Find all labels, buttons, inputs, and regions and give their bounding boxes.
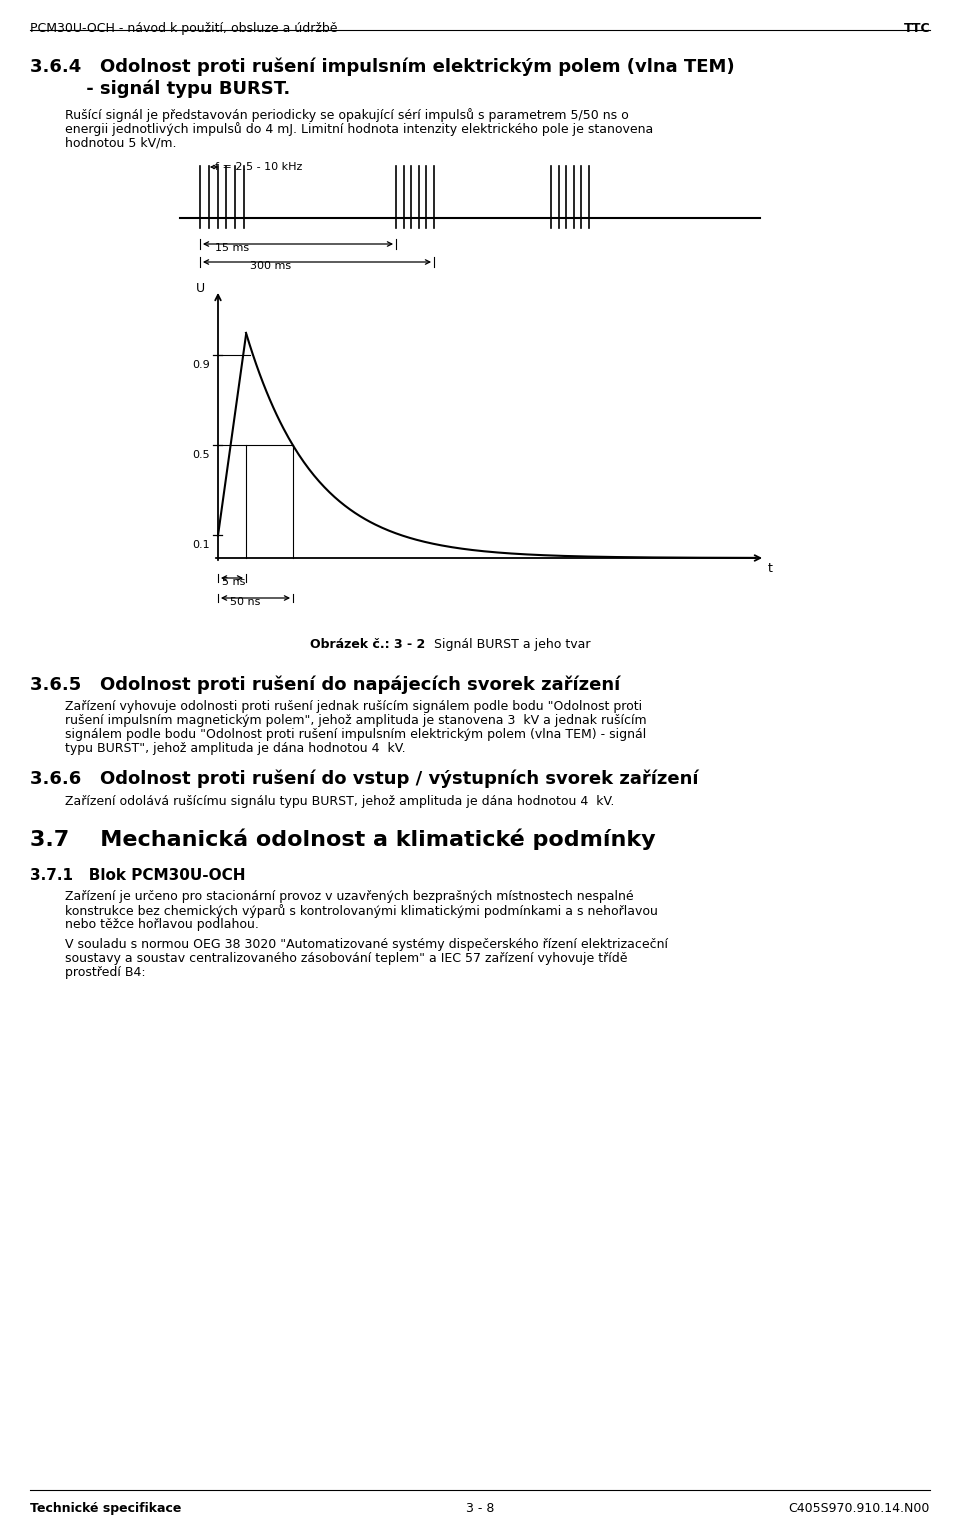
Text: Obrázek č.: 3 - 2: Obrázek č.: 3 - 2	[310, 638, 425, 651]
Text: typu BURST", jehož amplituda je dána hodnotou 4  kV.: typu BURST", jehož amplituda je dána hod…	[65, 743, 406, 755]
Text: 3 - 8: 3 - 8	[466, 1502, 494, 1514]
Text: prostředí B4:: prostředí B4:	[65, 966, 146, 979]
Text: konstrukce bez chemických výparů s kontrolovanými klimatickými podmínkami a s ne: konstrukce bez chemických výparů s kontr…	[65, 904, 658, 918]
Text: 0.9: 0.9	[192, 361, 210, 370]
Text: Signál BURST a jeho tvar: Signál BURST a jeho tvar	[430, 638, 590, 651]
Text: Zařízení vyhovuje odolnosti proti rušení jednak rušícím signálem podle bodu "Odo: Zařízení vyhovuje odolnosti proti rušení…	[65, 700, 642, 712]
Text: nebo těžce hořlavou podlahou.: nebo těžce hořlavou podlahou.	[65, 918, 259, 931]
Text: 3.6.4   Odolnost proti rušení impulsním elektrickým polem (vlna TEM): 3.6.4 Odolnost proti rušení impulsním el…	[30, 58, 734, 76]
Text: soustavy a soustav centralizovaného zásobování teplem" a IEC 57 zařízení vyhovuj: soustavy a soustav centralizovaného záso…	[65, 951, 628, 965]
Text: TTC: TTC	[903, 21, 930, 35]
Text: U: U	[196, 282, 205, 295]
Text: hodnotou 5 kV/m.: hodnotou 5 kV/m.	[65, 135, 177, 149]
Text: 3.7.1   Blok PCM30U-OCH: 3.7.1 Blok PCM30U-OCH	[30, 868, 246, 883]
Text: f = 2.5 - 10 kHz: f = 2.5 - 10 kHz	[215, 161, 302, 172]
Text: 50 ns: 50 ns	[230, 597, 260, 607]
Text: 0.1: 0.1	[192, 540, 210, 551]
Text: 300 ms: 300 ms	[250, 260, 291, 271]
Text: Technické specifikace: Technické specifikace	[30, 1502, 181, 1514]
Text: 5 ns: 5 ns	[222, 577, 246, 587]
Text: - signál typu BURST.: - signál typu BURST.	[30, 81, 290, 99]
Text: Zařízení odolává rušícímu signálu typu BURST, jehož amplituda je dána hodnotou 4: Zařízení odolává rušícímu signálu typu B…	[65, 794, 614, 808]
Text: 3.6.5   Odolnost proti rušení do napájecích svorek zařízení: 3.6.5 Odolnost proti rušení do napájecíc…	[30, 674, 620, 694]
Text: PCM30U-OCH - návod k použití, obsluze a údržbě: PCM30U-OCH - návod k použití, obsluze a …	[30, 21, 338, 35]
Text: 0.5: 0.5	[192, 451, 210, 461]
Text: 15 ms: 15 ms	[215, 244, 250, 253]
Text: rušení impulsním magnetickým polem", jehož amplituda je stanovena 3  kV a jednak: rušení impulsním magnetickým polem", jeh…	[65, 714, 647, 728]
Text: Rušící signál je představován periodicky se opakující sérí impulsů s parametrem : Rušící signál je představován periodicky…	[65, 108, 629, 122]
Text: 3.6.6   Odolnost proti rušení do vstup / výstupních svorek zařízení: 3.6.6 Odolnost proti rušení do vstup / v…	[30, 770, 699, 788]
Text: energii jednotlivých impulsů do 4 mJ. Limitní hodnota intenzity elektrického pol: energii jednotlivých impulsů do 4 mJ. Li…	[65, 122, 653, 135]
Text: Zařízení je určeno pro stacionární provoz v uzavřených bezprašných místnostech n: Zařízení je určeno pro stacionární provo…	[65, 890, 634, 903]
Text: signálem podle bodu "Odolnost proti rušení impulsním elektrickým polem (vlna TEM: signálem podle bodu "Odolnost proti ruše…	[65, 728, 646, 741]
Text: t: t	[768, 562, 773, 575]
Text: V souladu s normou OEG 38 3020 "Automatizované systémy dispečerského řízení elek: V souladu s normou OEG 38 3020 "Automati…	[65, 938, 668, 951]
Text: C405S970.910.14.N00: C405S970.910.14.N00	[788, 1502, 930, 1514]
Text: 3.7    Mechanická odolnost a klimatické podmínky: 3.7 Mechanická odolnost a klimatické pod…	[30, 828, 656, 849]
